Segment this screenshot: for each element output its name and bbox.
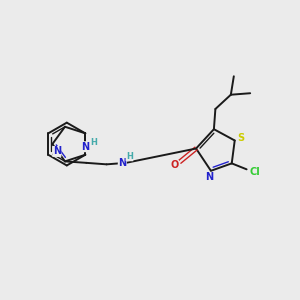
Text: N: N xyxy=(53,146,61,157)
Text: H: H xyxy=(126,152,133,161)
Text: N: N xyxy=(206,172,214,182)
Text: H: H xyxy=(90,138,97,147)
Text: O: O xyxy=(170,160,178,170)
Text: S: S xyxy=(238,133,245,143)
Text: Cl: Cl xyxy=(250,167,260,177)
Text: N: N xyxy=(118,158,126,168)
Text: N: N xyxy=(81,142,89,152)
